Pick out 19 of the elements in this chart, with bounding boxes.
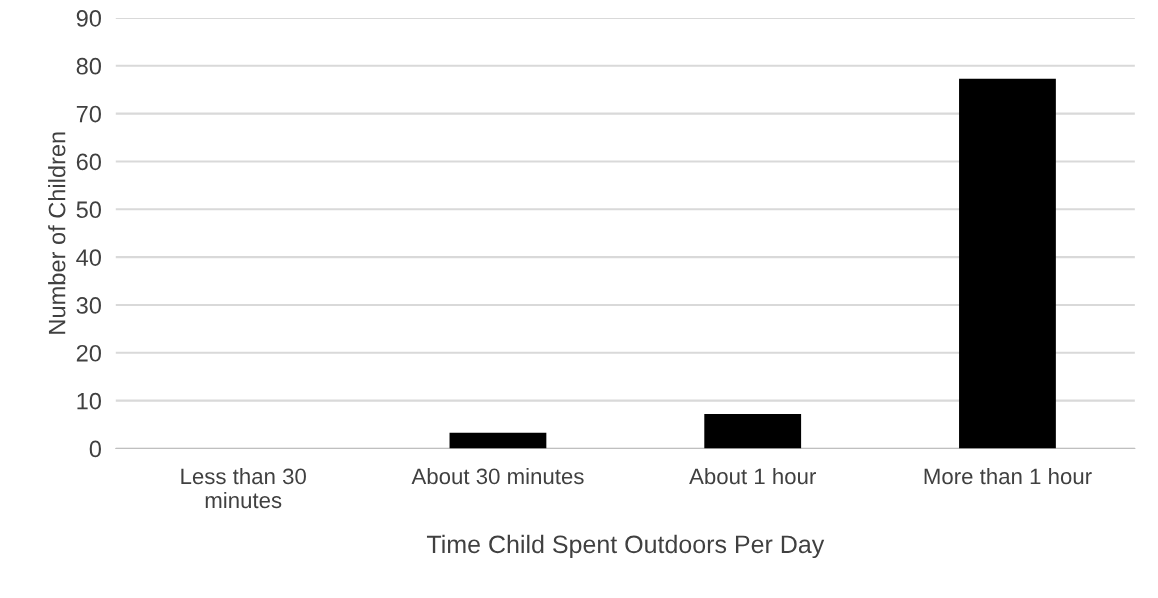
y-tick-label: 10 xyxy=(77,392,101,410)
x-tick-label: About 30 minutes xyxy=(411,467,584,485)
x-axis-title: Time Child Spent Outdoors Per Day xyxy=(426,534,825,559)
bar xyxy=(959,78,1056,449)
y-tick-label: 0 xyxy=(89,440,101,458)
y-tick-label: 30 xyxy=(76,297,101,314)
y-tick-label: 90 xyxy=(76,10,101,27)
x-tick-label: About 1 hour xyxy=(689,467,816,485)
y-tick-label: 20 xyxy=(76,344,101,362)
y-tick-label: 70 xyxy=(76,105,101,123)
y-tick-label: 50 xyxy=(76,201,101,219)
x-tick-label: Less than 30 minutes xyxy=(181,467,306,509)
y-tick-label: 80 xyxy=(76,57,101,75)
y-axis-title: Number of Children xyxy=(48,132,66,334)
bar xyxy=(704,414,802,449)
y-tick-label: 40 xyxy=(76,249,101,266)
y-tick-label: 60 xyxy=(76,153,101,171)
bar xyxy=(449,432,547,449)
x-tick-label: More than 1 hour xyxy=(924,467,1092,485)
